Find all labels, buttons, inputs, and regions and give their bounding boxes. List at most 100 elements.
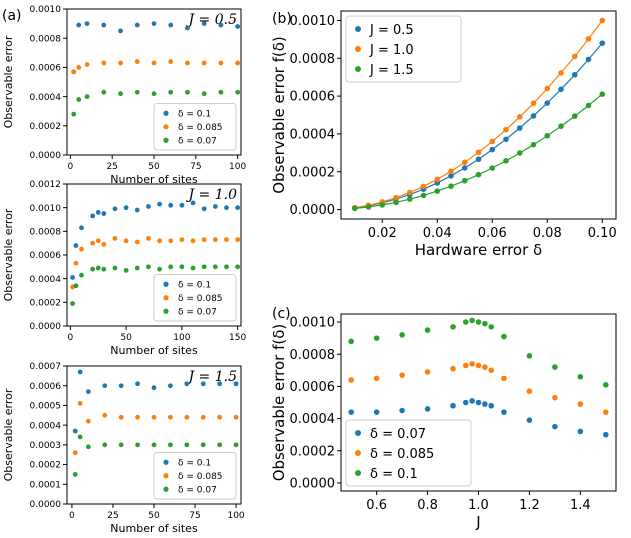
x-tick-label: 0 (69, 511, 75, 521)
data-point (185, 25, 190, 31)
data-point (482, 401, 488, 407)
data-point (168, 414, 173, 420)
data-point (179, 237, 185, 243)
data-point (585, 36, 592, 42)
data-point (201, 237, 207, 243)
legend-label: δ = 0.085 (178, 123, 223, 133)
data-point (558, 70, 564, 76)
data-point (168, 442, 173, 448)
data-point (102, 412, 108, 418)
panel-annotation: J = 0.5 (185, 12, 237, 28)
data-point (201, 264, 207, 270)
data-point (482, 364, 488, 370)
y-axis-label: Observable error f(δ) (270, 324, 288, 482)
data-point (462, 319, 469, 325)
y-tick-label: 0.0002 (30, 122, 62, 132)
y-tick-label: 0.0005 (30, 402, 62, 412)
series-group (70, 200, 241, 306)
data-point (373, 375, 380, 382)
chart-panel-1: 0 50 100 150 0.0000 0.0002 0.0004 0.0006 0.0008 0… (2, 180, 247, 357)
data-point (434, 188, 441, 194)
x-tick-label: 100 (173, 333, 190, 343)
legend-marker (163, 486, 169, 492)
x-tick-label: 25 (107, 511, 118, 521)
x-tick-label: 75 (189, 511, 200, 521)
y-tick-label: 0.0006 (30, 251, 62, 261)
y-tick-label: 0.0002 (30, 461, 62, 471)
y-tick-label: 0.0001 (30, 480, 62, 490)
y-axis-label: Observable error (2, 388, 15, 481)
data-point (235, 24, 241, 29)
data-point (348, 377, 354, 383)
legend-label: J = 1.0 (369, 43, 414, 58)
y-tick-label: 0.0000 (30, 322, 62, 332)
data-point (217, 381, 223, 387)
legend: δ = 0.1 δ = 0.085 δ = 0.07 (153, 103, 237, 151)
data-point (424, 406, 431, 412)
data-point (79, 246, 84, 252)
data-point (552, 394, 558, 401)
data-point (84, 94, 90, 99)
x-tick-label: 50 (148, 511, 160, 521)
data-point (526, 417, 533, 424)
data-point (73, 243, 79, 248)
data-point (489, 165, 496, 171)
x-tick-label: 100 (227, 511, 244, 521)
data-point (168, 264, 174, 270)
data-point (365, 204, 372, 210)
data-point (348, 338, 354, 345)
data-point (599, 17, 606, 24)
data-point (151, 21, 157, 26)
y-tick-label: 0.0000 (290, 203, 336, 218)
data-point (224, 205, 229, 211)
data-point (77, 401, 83, 406)
data-point (184, 414, 190, 420)
data-point (475, 156, 482, 163)
series-group (351, 17, 606, 212)
data-point (424, 327, 431, 333)
data-point (461, 159, 468, 166)
data-point (118, 383, 124, 389)
x-axis-label: Number of sites (110, 344, 198, 357)
data-point (603, 431, 609, 438)
legend-marker (163, 308, 169, 314)
legend-box (153, 452, 237, 500)
y-tick-label: 0.0010 (290, 14, 336, 29)
y-tick-label: 0.0008 (30, 227, 62, 237)
data-point (469, 398, 475, 404)
data-point (151, 60, 157, 66)
panel-label: (b) (272, 11, 292, 27)
legend-label: J = 1.5 (369, 63, 414, 78)
data-point (501, 409, 507, 415)
data-point (544, 100, 551, 106)
data-point (135, 381, 140, 387)
data-point (168, 89, 174, 95)
data-point (151, 442, 157, 448)
data-point (101, 211, 107, 216)
data-point (475, 149, 482, 156)
data-point (526, 388, 533, 395)
data-point (184, 442, 190, 448)
data-point (475, 171, 482, 178)
legend: J = 0.5 J = 1.0 J = 1.5 (345, 15, 462, 83)
data-point (448, 183, 454, 189)
legend-label: δ = 0.1 (178, 459, 211, 469)
data-point (393, 194, 399, 201)
legend-box (153, 103, 237, 151)
data-point (146, 264, 151, 270)
data-point (95, 238, 101, 244)
legend: δ = 0.1 δ = 0.085 δ = 0.07 (153, 452, 237, 500)
data-point (501, 375, 507, 382)
legend-label: δ = 0.1 (178, 110, 211, 120)
data-point (224, 264, 229, 270)
data-point (101, 60, 107, 66)
data-point (585, 56, 592, 63)
data-point (373, 409, 380, 415)
data-point (79, 272, 84, 278)
data-point (373, 335, 380, 341)
data-point (84, 62, 90, 67)
data-point (212, 264, 218, 270)
legend-marker (355, 430, 361, 436)
data-point (475, 399, 482, 406)
data-point (157, 201, 162, 207)
